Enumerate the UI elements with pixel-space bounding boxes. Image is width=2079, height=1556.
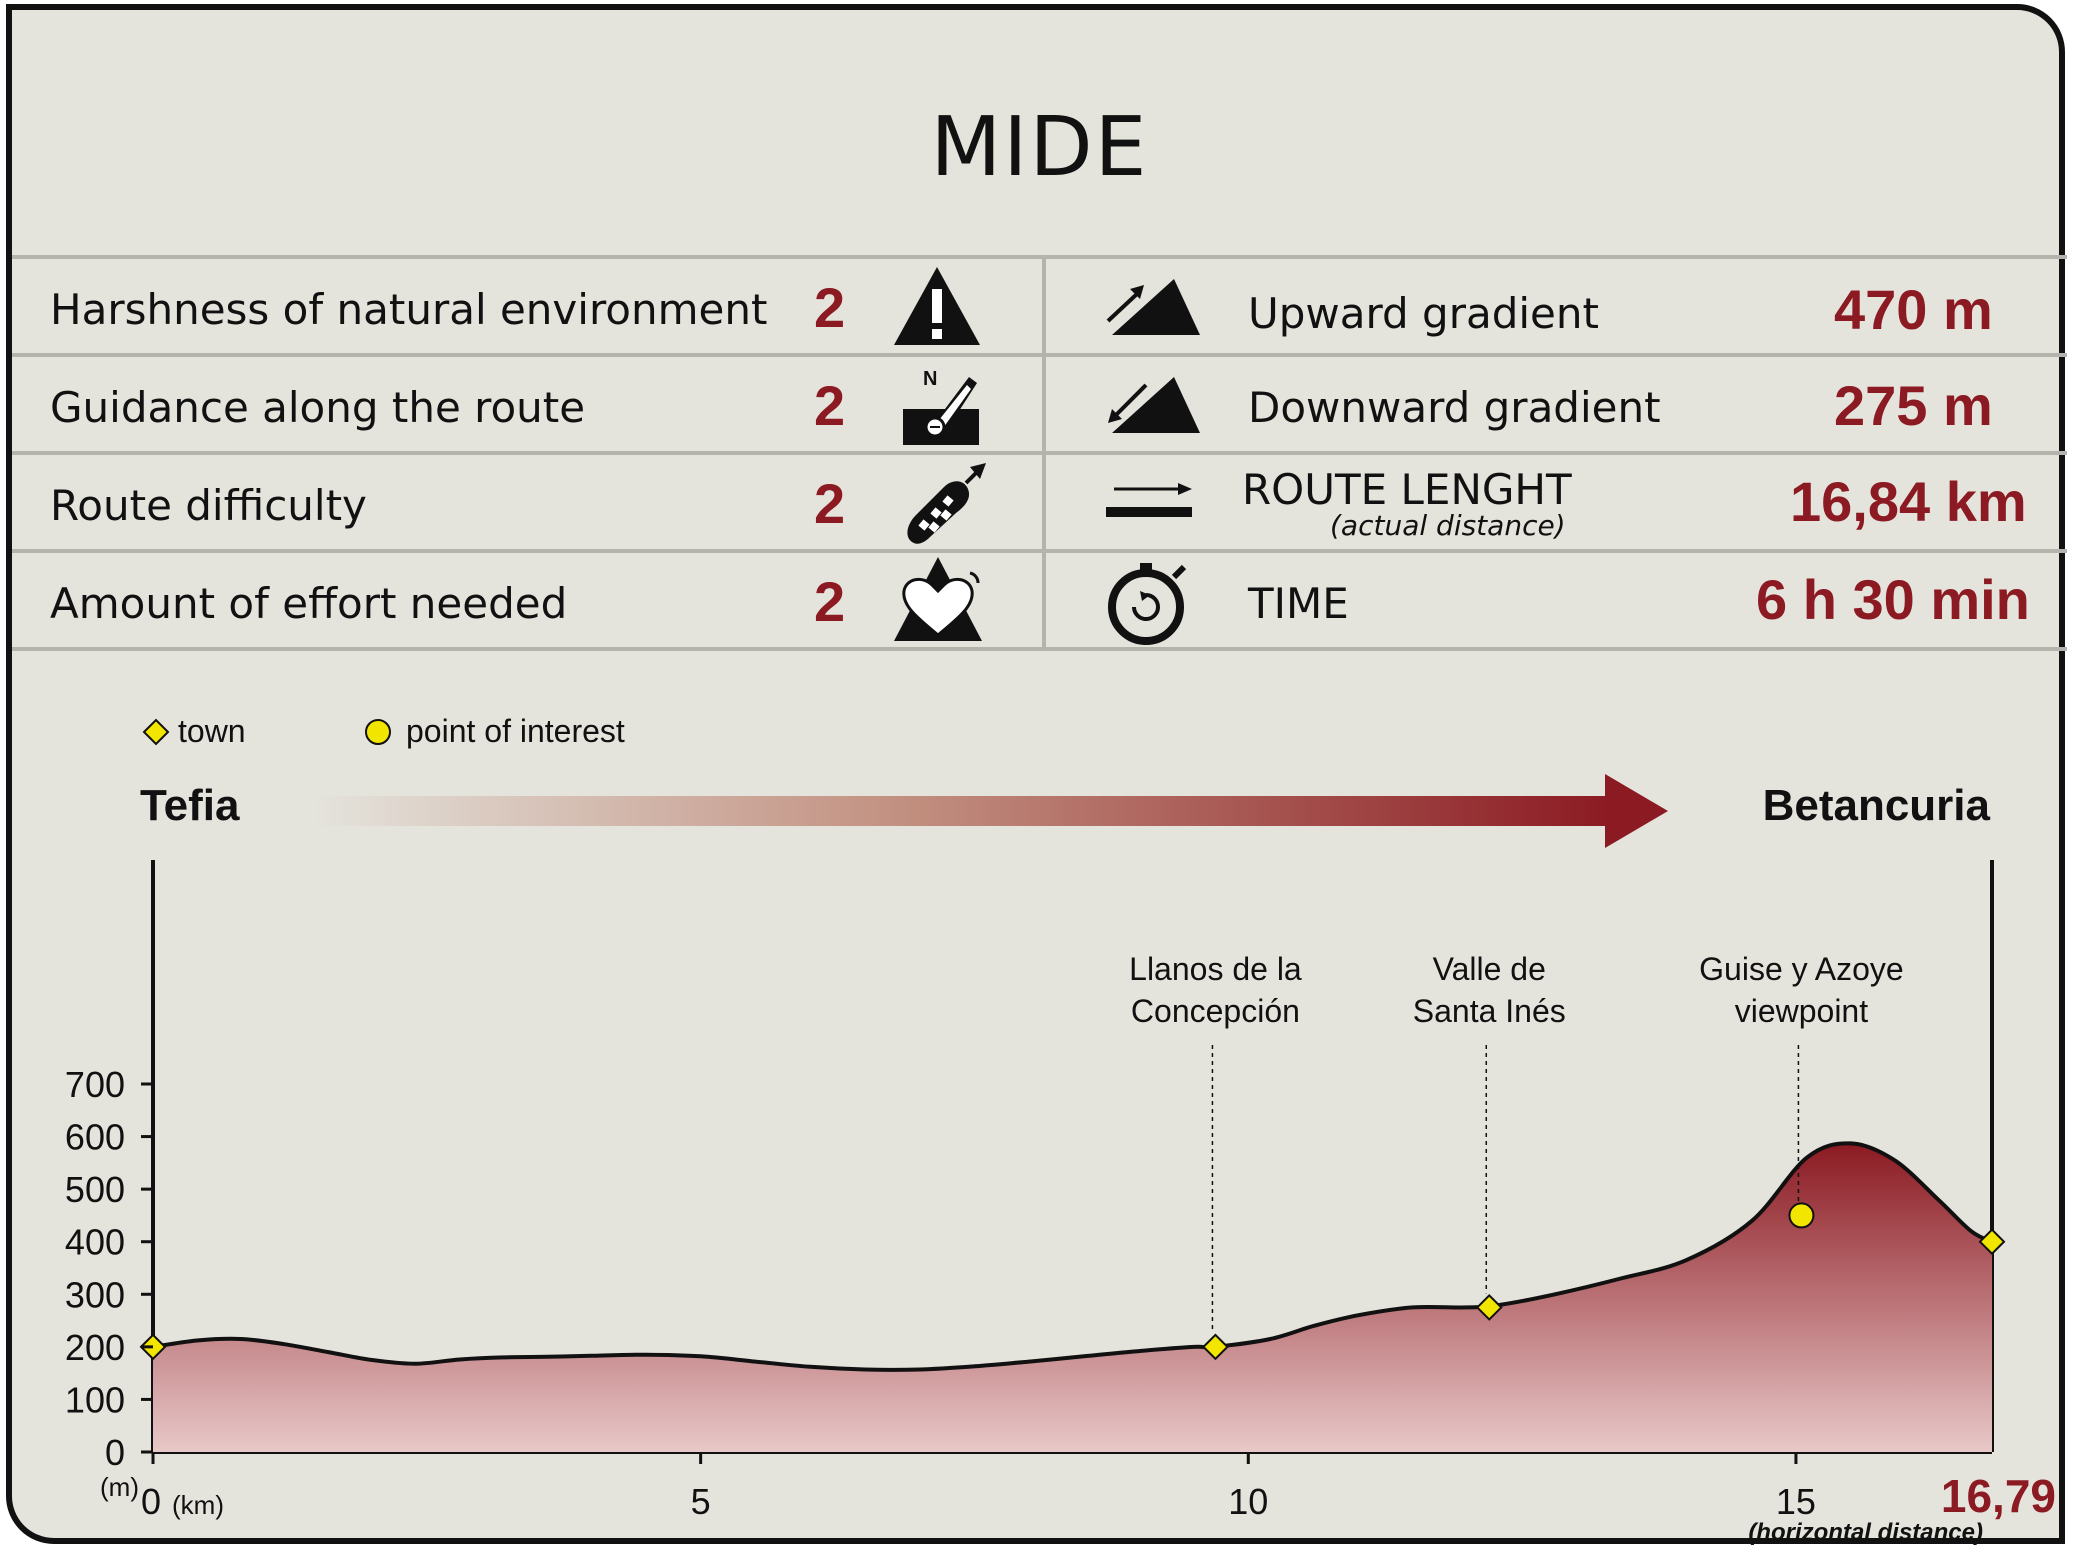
x-tick-label: 10	[1228, 1481, 1268, 1522]
route-length-value: 16,84 km	[1790, 470, 2027, 533]
place-label: Concepción	[1131, 993, 1300, 1029]
y-tick-label: 100	[65, 1379, 125, 1420]
table-divider	[12, 647, 2067, 651]
y-tick-label: 400	[65, 1222, 125, 1263]
mide-title: MIDE	[930, 100, 1149, 195]
route-end-label: Betancuria	[1763, 781, 1991, 830]
y-tick-label: 700	[65, 1064, 125, 1105]
y-unit-label: (m)	[100, 1472, 139, 1502]
legend-poi-label: point of interest	[406, 713, 625, 749]
elevation-line	[152, 1141, 1993, 1372]
legend-poi-marker	[365, 719, 391, 745]
y-tick-label: 500	[65, 1169, 125, 1210]
upward-gradient-value: 470 m	[1834, 278, 1993, 341]
place-label: Guise y Azoye	[1699, 951, 1904, 987]
poi-marker	[1788, 1202, 1815, 1229]
direction-arrow-head	[1605, 774, 1668, 848]
table-column-divider	[1042, 259, 1046, 649]
town-marker	[1978, 1228, 2006, 1256]
x-end-note: (horizontal distance)	[1748, 1519, 1983, 1546]
place-label: Valle de	[1433, 951, 1546, 987]
route-length-icon	[1106, 483, 1192, 517]
legend-town-label: town	[178, 713, 246, 749]
x-tick-label: 5	[691, 1481, 711, 1522]
x-tick-label: 15	[1776, 1481, 1816, 1522]
x-tick-label: 0	[141, 1481, 161, 1522]
y-tick-label: 0	[105, 1432, 125, 1473]
guidance-score: 2	[814, 374, 846, 437]
harshness-label: Harshness of natural environment	[50, 285, 768, 334]
place-label: Santa Inés	[1413, 993, 1566, 1029]
table-divider	[12, 353, 2067, 357]
stopwatch-icon	[1108, 563, 1187, 645]
table-divider	[12, 255, 2067, 259]
table-divider	[12, 451, 2067, 455]
downward-gradient-icon	[1108, 377, 1200, 433]
downward-gradient-value: 275 m	[1834, 374, 1993, 437]
elevation-area	[153, 1143, 1992, 1452]
heart-mountain-icon	[894, 557, 982, 641]
effort-score: 2	[814, 570, 846, 633]
y-tick-label: 200	[65, 1327, 125, 1368]
guidance-label: Guidance along the route	[50, 383, 586, 432]
route-length-label: ROUTE LENGHT	[1242, 465, 1572, 514]
town-marker	[1475, 1294, 1503, 1321]
difficulty-label: Route difficulty	[50, 481, 367, 530]
legend-town-marker	[142, 718, 170, 746]
table-divider	[12, 549, 2067, 553]
mide-table: Harshness of natural environment 2 Guida…	[12, 255, 2067, 651]
x-end-value: 16,79	[1941, 1470, 2056, 1522]
upward-gradient-label: Upward gradient	[1248, 289, 1599, 338]
y-tick-label: 600	[65, 1117, 125, 1158]
direction-arrow-shaft	[315, 796, 1615, 826]
route-length-sublabel: (actual distance)	[1330, 509, 1566, 542]
place-label: Llanos de la	[1129, 951, 1302, 987]
svg-text:N: N	[923, 368, 937, 390]
harshness-score: 2	[814, 276, 846, 339]
effort-label: Amount of effort needed	[50, 579, 568, 628]
footprint-icon	[907, 463, 986, 544]
compass-map-icon: N	[903, 368, 979, 445]
time-value: 6 h 30 min	[1756, 568, 2030, 631]
route-start-label: Tefia	[140, 781, 240, 830]
warning-triangle-icon	[894, 267, 980, 345]
downward-gradient-label: Downward gradient	[1248, 383, 1661, 432]
place-label: viewpoint	[1735, 993, 1869, 1029]
town-marker	[1202, 1333, 1229, 1361]
time-label: TIME	[1248, 579, 1349, 628]
upward-gradient-icon	[1106, 279, 1200, 335]
x-unit-label: (km)	[172, 1490, 224, 1520]
y-tick-label: 300	[65, 1274, 125, 1315]
difficulty-score: 2	[814, 472, 846, 535]
